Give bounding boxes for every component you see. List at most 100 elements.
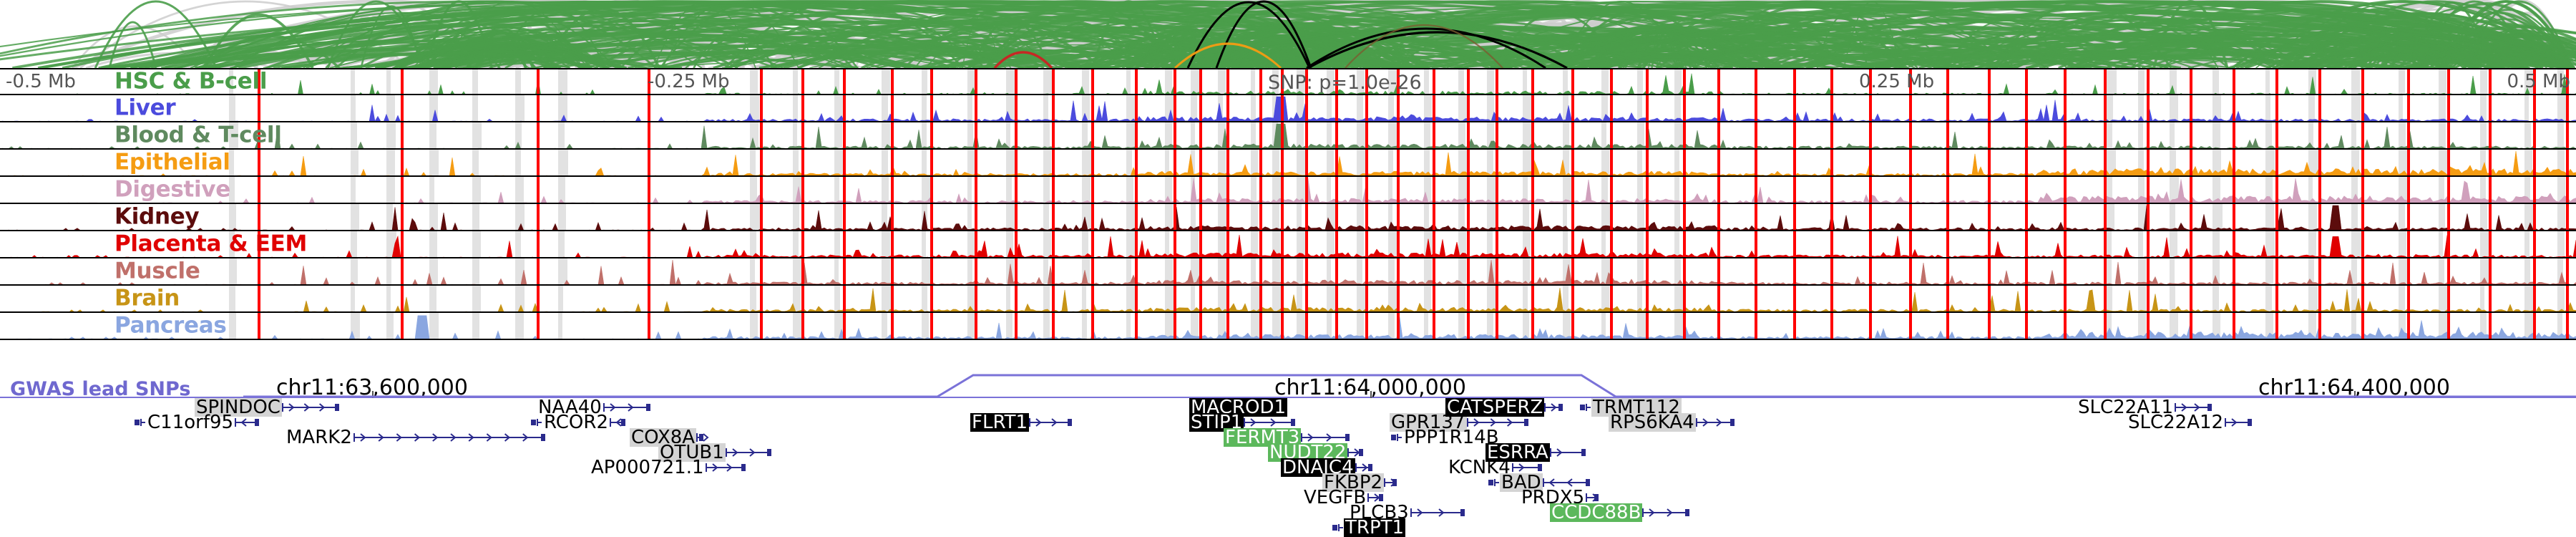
gene-name: ESRRA bbox=[1485, 442, 1550, 463]
gene-model[interactable]: NAA40 bbox=[537, 398, 650, 417]
snp-marker-lines bbox=[0, 286, 2576, 311]
gene-model[interactable]: FLRT1 bbox=[970, 412, 1073, 433]
gene-model[interactable]: CCDC88B bbox=[1550, 502, 1690, 523]
gene-model[interactable]: BAD bbox=[1488, 473, 1590, 492]
signal-track-pancreas[interactable]: Pancreas bbox=[0, 313, 2576, 340]
mb-scale-ticks: -0.5 Mb -0.25 Mb 0.25 Mb 0.5 Mb bbox=[0, 68, 2576, 95]
gene-strand-right bbox=[1586, 488, 1599, 507]
gene-strand-right bbox=[725, 443, 771, 462]
gene-model[interactable]: AP000721.1 bbox=[590, 458, 746, 477]
track-label-kidney: Kidney bbox=[114, 204, 200, 230]
gene-model[interactable]: OTUB1 bbox=[658, 443, 771, 462]
gene-model[interactable]: FKBP2 bbox=[1322, 473, 1397, 492]
signal-track-muscle[interactable]: Muscle bbox=[0, 258, 2576, 286]
gene-strand-right bbox=[1549, 443, 1586, 462]
track-label-digestive: Digestive bbox=[114, 177, 231, 203]
signal-track-digestive[interactable]: Digestive bbox=[0, 177, 2576, 204]
gene-strand-right bbox=[1695, 413, 1735, 432]
gene-model[interactable]: SLC22A11 bbox=[2077, 398, 2212, 417]
signal-profile bbox=[0, 258, 2576, 284]
gene-strand-left bbox=[531, 413, 542, 432]
snp-marker-lines bbox=[0, 150, 2576, 175]
gene-model[interactable]: SLC22A12 bbox=[2127, 412, 2253, 433]
track-label-liver: Liver bbox=[114, 95, 176, 121]
gene-model[interactable]: CATSPERZ bbox=[1445, 398, 1563, 417]
gene-strand-right bbox=[1511, 458, 1542, 477]
gene-strand-right bbox=[705, 458, 746, 477]
snp-marker-lines bbox=[0, 258, 2576, 284]
gene-name: FLRT1 bbox=[970, 412, 1030, 433]
signal-track-liver[interactable]: Liver bbox=[0, 95, 2576, 122]
gene-strand-right bbox=[1347, 443, 1364, 462]
gene-strand-right bbox=[281, 398, 339, 417]
gene-model[interactable]: SPINDOC bbox=[195, 398, 339, 417]
signal-track-hsc-b-cell[interactable]: HSC & B-cell bbox=[0, 68, 2576, 95]
gene-name: FKBP2 bbox=[1322, 472, 1385, 493]
coordinate-tick bbox=[372, 391, 374, 398]
snp-marker-lines bbox=[0, 204, 2576, 230]
gene-name: PPP1R14B bbox=[1404, 427, 1499, 448]
signal-track-blood-t-cell[interactable]: Blood & T-cell bbox=[0, 122, 2576, 150]
gene-name: MARK2 bbox=[286, 427, 352, 448]
signal-profile bbox=[0, 69, 2576, 94]
gene-strand-right bbox=[602, 398, 650, 417]
gene-strand-left bbox=[135, 413, 146, 432]
lead-snp-pvalue-label: SNP: p=1.0e-26 bbox=[1268, 72, 1422, 94]
highlight-bands bbox=[0, 313, 2576, 339]
gene-model[interactable]: ESRRA bbox=[1485, 443, 1586, 462]
gene-strand-right bbox=[1244, 413, 1296, 432]
gene-name: OTUB1 bbox=[658, 442, 726, 463]
signal-track-brain[interactable]: Brain bbox=[0, 286, 2576, 313]
gene-name: FERMT3 bbox=[1224, 427, 1302, 448]
highlight-bands bbox=[0, 150, 2576, 175]
gene-strand-right bbox=[696, 428, 709, 447]
gene-annotation-panel: SPINDOC C11orf95 MARK2 NAA40 RCOR2 COX8A OTU… bbox=[0, 398, 2576, 537]
signal-profile bbox=[0, 122, 2576, 148]
gene-strand-right bbox=[1544, 398, 1563, 417]
gene-model[interactable]: PPP1R14B bbox=[1391, 428, 1501, 447]
gene-strand-right bbox=[1410, 503, 1465, 522]
gene-model[interactable]: RPS6KA4 bbox=[1609, 413, 1735, 432]
gene-model[interactable]: GPR137 bbox=[1390, 413, 1528, 432]
gene-name: C11orf95 bbox=[147, 412, 234, 433]
snp-marker-lines bbox=[0, 177, 2576, 203]
gene-name: CCDC88B bbox=[1550, 502, 1643, 523]
gene-strand-left bbox=[1580, 398, 1591, 417]
arc-svg bbox=[0, 0, 2576, 68]
signal-track-epithelial[interactable]: Epithelial bbox=[0, 150, 2576, 177]
snp-marker-lines bbox=[0, 231, 2576, 257]
gene-strand-right bbox=[1466, 413, 1528, 432]
signal-profile bbox=[0, 286, 2576, 311]
gene-strand-right bbox=[353, 428, 545, 447]
highlight-bands bbox=[0, 231, 2576, 257]
gene-model[interactable]: C11orf95 bbox=[135, 412, 260, 433]
gwas-lead-snp-connector bbox=[243, 374, 2576, 398]
gene-name: VEGFB bbox=[1304, 487, 1367, 508]
gene-strand-left bbox=[1488, 473, 1500, 492]
snp-marker-lines bbox=[0, 69, 2576, 94]
gene-name: GPR137 bbox=[1390, 412, 1467, 433]
gene-model[interactable]: FERMT3 bbox=[1224, 428, 1350, 447]
gene-name: TRPT1 bbox=[1344, 517, 1406, 537]
mb-tick-label: -0.5 Mb bbox=[6, 71, 76, 92]
gene-name: BAD bbox=[1500, 472, 1543, 493]
track-label-brain: Brain bbox=[114, 286, 180, 311]
signal-track-placenta-eem[interactable]: Placenta & EEM bbox=[0, 231, 2576, 258]
signal-profile bbox=[0, 313, 2576, 339]
gene-model[interactable]: TRPT1 bbox=[1332, 517, 1406, 537]
signal-track-kidney[interactable]: Kidney bbox=[0, 204, 2576, 231]
track-label-epithelial: Epithelial bbox=[114, 150, 230, 175]
track-label-hsc-b-cell: HSC & B-cell bbox=[114, 68, 268, 95]
axis-line bbox=[0, 397, 2576, 398]
signal-track-stack: HSC & B-cell Liver Blood & T-cell Epithelia… bbox=[0, 68, 2576, 376]
snp-marker-lines bbox=[0, 95, 2576, 121]
gene-model[interactable]: RCOR2 bbox=[531, 413, 625, 432]
highlight-bands bbox=[0, 177, 2576, 203]
gene-name: AP000721.1 bbox=[591, 457, 704, 478]
gene-name: SLC22A12 bbox=[2128, 412, 2224, 433]
track-label-blood-t-cell: Blood & T-cell bbox=[114, 122, 282, 148]
gene-model[interactable]: MARK2 bbox=[285, 428, 545, 447]
gene-model[interactable]: VEGFB bbox=[1302, 487, 1384, 508]
mb-tick-label: -0.25 Mb bbox=[648, 71, 730, 92]
